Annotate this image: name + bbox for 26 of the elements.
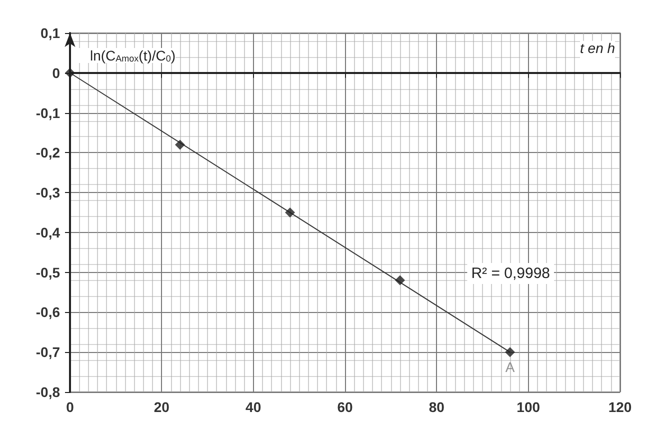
y-tick-label: -0,3 [36,184,60,201]
y-tick-label: -0,4 [36,224,60,240]
y-tick-label: 0,1 [40,25,60,41]
point [175,140,185,150]
y-tick-label: 0 [52,64,60,81]
y-axis-title: ln(CAmox(t)/C0) [90,48,176,64]
y-tick-label: -0,2 [36,144,60,161]
point [395,275,405,286]
x-tick-label: 20 [154,399,170,415]
x-tick-label: 100 [516,399,540,415]
x-axis-title: t en h [580,40,616,56]
x-tick-label: 80 [428,399,445,415]
point [285,208,295,218]
y-tick-label: -0,8 [36,384,60,400]
y-tick-label: -0,5 [36,264,60,280]
point [505,347,515,358]
x-tick-label: 0 [66,399,74,415]
annotation: A [505,359,516,376]
x-tick-label: 40 [246,399,262,415]
y-tick-label: -0,7 [36,344,60,360]
y-tick-label: -0,6 [36,304,60,320]
point [65,68,75,78]
x-tick-label: 120 [608,399,632,415]
annotation: R² = 0,9998 [471,265,550,282]
x-tick-label: 60 [337,399,353,415]
y-tick-label: -0,1 [36,104,60,121]
